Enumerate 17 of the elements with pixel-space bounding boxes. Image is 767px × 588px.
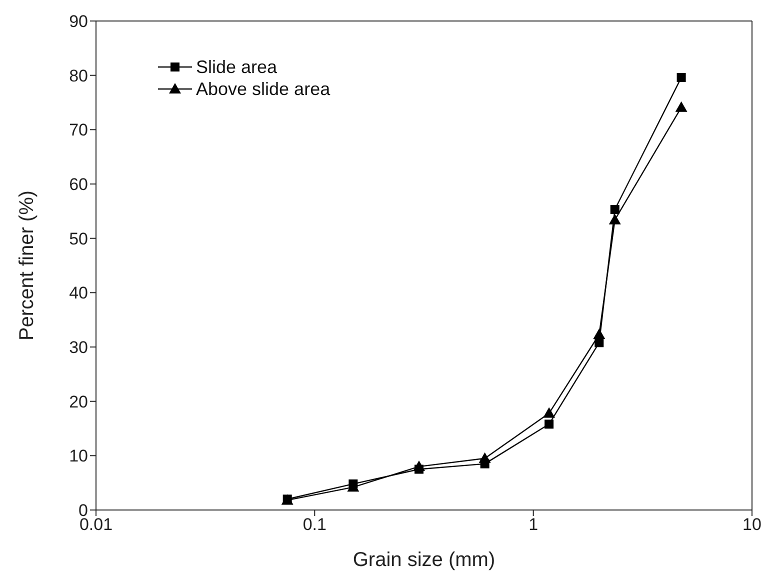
x-tick-label: 1 [528,515,538,534]
x-tick-label: 0.1 [302,515,326,534]
y-tick-label: 90 [69,12,88,32]
y-tick-label: 80 [69,66,88,86]
y-tick-label: 10 [69,446,88,466]
y-tick-label: 70 [69,120,88,140]
y-tick-label: 60 [69,175,88,194]
y-axis-title: Percent finer (%) [16,190,38,341]
y-tick-label: 20 [69,392,88,412]
legend-label: Above slide area [196,78,330,100]
legend-label: Slide area [196,56,278,78]
y-tick-label: 40 [69,284,88,303]
y-tick-label: 30 [69,338,88,358]
x-tick-label: 10 [742,515,762,534]
x-tick-label: 0.01 [79,515,113,534]
x-axis-title: Grain size (mm) [352,549,496,571]
y-tick-label: 50 [69,229,88,248]
